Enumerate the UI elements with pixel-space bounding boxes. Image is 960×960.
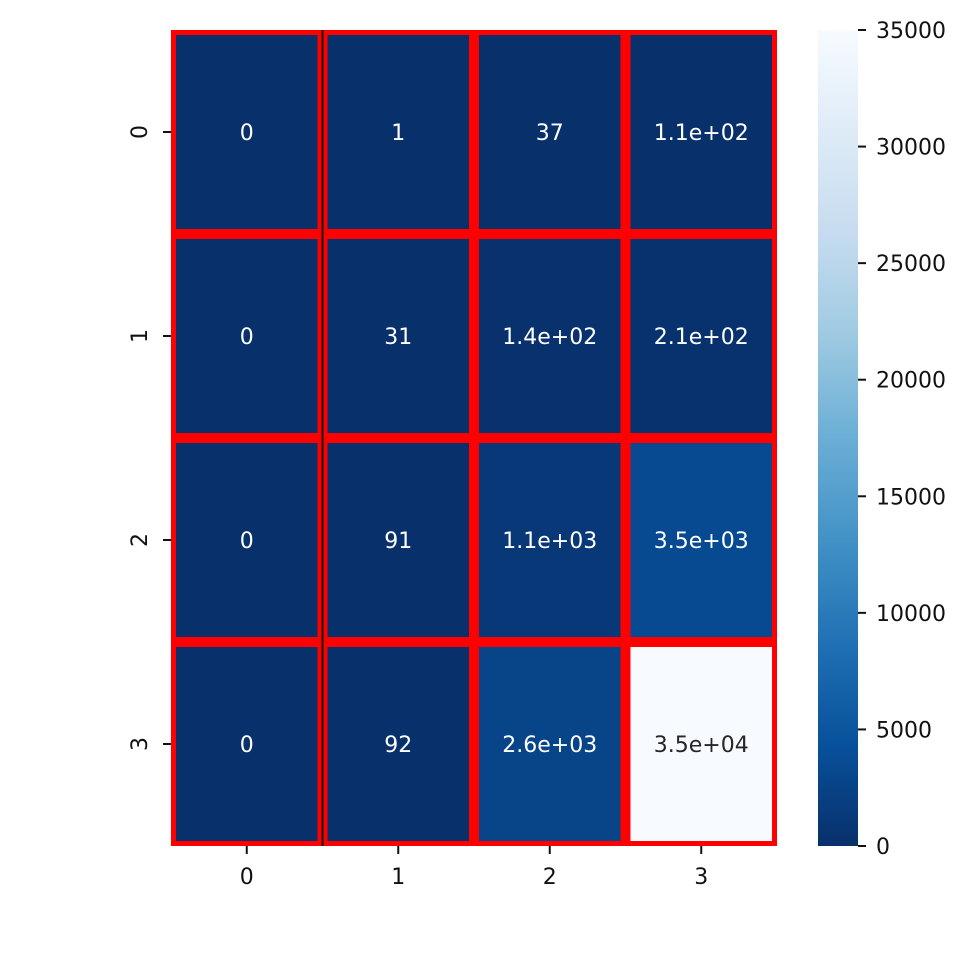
colorbar-tick-label: 10000 bbox=[876, 602, 946, 627]
x-tick-label: 0 bbox=[240, 865, 254, 890]
colorbar-tick-label: 35000 bbox=[876, 19, 946, 44]
cell-label-r2-c0: 0 bbox=[240, 529, 254, 554]
heatmap-cell-r0-c2 bbox=[474, 30, 626, 234]
heatmap-cell-labels: 0 1 37 1.1e+02 0 31 1.4e+02 2.1e+02 0 91 1.1e+03 3.… bbox=[240, 121, 749, 758]
colorbar-tick-label: 0 bbox=[876, 835, 890, 860]
x-tick-label: 3 bbox=[694, 865, 708, 890]
y-tick-label: 1 bbox=[128, 329, 153, 343]
cell-label-r1-c2: 1.4e+02 bbox=[502, 325, 597, 350]
cell-label-r3-c0: 0 bbox=[240, 733, 254, 758]
x-tick-label: 1 bbox=[391, 865, 405, 890]
x-axis: 0 1 2 3 bbox=[240, 846, 708, 890]
colorbar-gradient bbox=[818, 30, 858, 846]
heatmap-cell-r2-c2 bbox=[474, 438, 626, 642]
cell-label-r0-c1: 1 bbox=[391, 121, 405, 146]
cell-label-r1-c0: 0 bbox=[240, 325, 254, 350]
colorbar-tick-label: 25000 bbox=[876, 252, 946, 277]
y-tick-label: 2 bbox=[128, 533, 153, 547]
cell-label-r0-c2: 37 bbox=[536, 121, 564, 146]
heatmap-cell-r0-c1 bbox=[322, 30, 474, 234]
colorbar-tick-label: 20000 bbox=[876, 369, 946, 394]
cell-label-r0-c0: 0 bbox=[240, 121, 254, 146]
heatmap-cell-r3-c3 bbox=[625, 642, 777, 846]
heatmap-cell-r0-c0 bbox=[171, 30, 323, 234]
cell-label-r3-c2: 2.6e+03 bbox=[502, 733, 597, 758]
cell-label-r2-c1: 91 bbox=[384, 529, 412, 554]
heatmap-cell-r2-c1 bbox=[322, 438, 474, 642]
y-tick-label: 3 bbox=[128, 737, 153, 751]
x-tick-label: 2 bbox=[543, 865, 557, 890]
colorbar-tick-label: 15000 bbox=[876, 485, 946, 510]
heatmap-cell-r1-c3 bbox=[625, 234, 777, 438]
colorbar-tick-label: 5000 bbox=[876, 718, 932, 743]
heatmap-cell-r3-c2 bbox=[474, 642, 626, 846]
colorbar-tick-label: 30000 bbox=[876, 136, 946, 161]
heatmap-cell-r1-c1 bbox=[322, 234, 474, 438]
heatmap-cells bbox=[171, 30, 777, 846]
cell-label-r3-c1: 92 bbox=[384, 733, 412, 758]
cell-label-r2-c2: 1.1e+03 bbox=[502, 529, 597, 554]
cell-label-r3-c3: 3.5e+04 bbox=[654, 733, 749, 758]
heatmap-cell-r2-c3 bbox=[625, 438, 777, 642]
heatmap-cell-r3-c0 bbox=[171, 642, 323, 846]
heatmap-cell-r1-c0 bbox=[171, 234, 323, 438]
y-axis: 0 1 2 3 bbox=[128, 125, 171, 751]
cell-label-r1-c3: 2.1e+02 bbox=[654, 325, 749, 350]
cell-label-r1-c1: 31 bbox=[384, 325, 412, 350]
heatmap-cell-r3-c1 bbox=[322, 642, 474, 846]
heatmap-cell-r1-c2 bbox=[474, 234, 626, 438]
cell-label-r0-c3: 1.1e+02 bbox=[654, 121, 749, 146]
heatmap-cell-r2-c0 bbox=[171, 438, 323, 642]
heatmap-cell-r0-c3 bbox=[625, 30, 777, 234]
cell-label-r2-c3: 3.5e+03 bbox=[654, 529, 749, 554]
colorbar: 0 5000 10000 15000 20000 25000 30000 35000 bbox=[818, 19, 946, 860]
y-tick-label: 0 bbox=[128, 125, 153, 139]
